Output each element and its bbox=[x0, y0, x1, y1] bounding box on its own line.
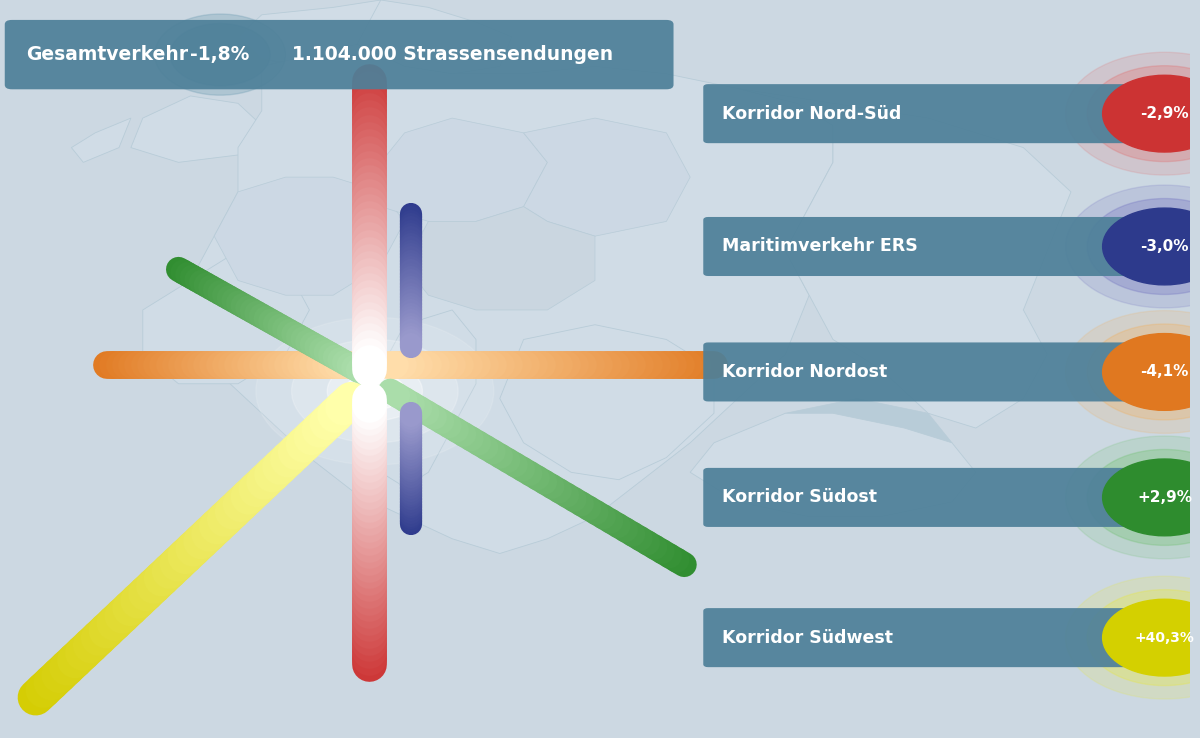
Polygon shape bbox=[380, 118, 547, 221]
Text: Korridor Nord-Süd: Korridor Nord-Süd bbox=[722, 105, 901, 123]
Polygon shape bbox=[238, 0, 380, 66]
Polygon shape bbox=[404, 207, 595, 310]
Text: Maritimverkehr ERS: Maritimverkehr ERS bbox=[722, 238, 918, 255]
Circle shape bbox=[1087, 66, 1200, 162]
FancyBboxPatch shape bbox=[703, 468, 1135, 527]
Text: -2,9%: -2,9% bbox=[1140, 106, 1189, 121]
Polygon shape bbox=[380, 310, 476, 487]
Polygon shape bbox=[738, 89, 1070, 428]
Circle shape bbox=[1066, 185, 1200, 308]
Circle shape bbox=[1087, 324, 1200, 420]
FancyBboxPatch shape bbox=[703, 84, 1135, 143]
Text: -1,8%: -1,8% bbox=[191, 45, 250, 64]
Circle shape bbox=[1066, 576, 1200, 699]
Circle shape bbox=[170, 24, 270, 86]
Circle shape bbox=[1087, 449, 1200, 545]
Circle shape bbox=[1066, 311, 1200, 433]
Text: -4,1%: -4,1% bbox=[1140, 365, 1189, 379]
Polygon shape bbox=[131, 96, 262, 162]
Circle shape bbox=[1103, 599, 1200, 676]
Circle shape bbox=[346, 373, 404, 410]
FancyBboxPatch shape bbox=[703, 217, 1135, 276]
FancyBboxPatch shape bbox=[703, 342, 1135, 401]
Text: Korridor Nordost: Korridor Nordost bbox=[722, 363, 888, 381]
Circle shape bbox=[256, 317, 494, 465]
Circle shape bbox=[360, 382, 389, 400]
Circle shape bbox=[1087, 590, 1200, 686]
Circle shape bbox=[1066, 436, 1200, 559]
Text: 1.104.000 Strassensendungen: 1.104.000 Strassensendungen bbox=[292, 45, 613, 64]
Circle shape bbox=[292, 339, 458, 443]
Text: Korridor Südost: Korridor Südost bbox=[722, 489, 877, 506]
Polygon shape bbox=[143, 251, 310, 384]
Circle shape bbox=[1066, 52, 1200, 175]
Text: Gesamtverkehr: Gesamtverkehr bbox=[26, 45, 188, 64]
Circle shape bbox=[1103, 334, 1200, 410]
Polygon shape bbox=[392, 81, 452, 111]
FancyBboxPatch shape bbox=[5, 20, 673, 89]
Circle shape bbox=[328, 362, 422, 421]
Text: Korridor Südwest: Korridor Südwest bbox=[722, 629, 893, 646]
Polygon shape bbox=[71, 118, 131, 162]
Text: -3,0%: -3,0% bbox=[1140, 239, 1189, 254]
Circle shape bbox=[155, 14, 286, 95]
Circle shape bbox=[1087, 199, 1200, 294]
Polygon shape bbox=[191, 44, 833, 554]
Circle shape bbox=[1103, 75, 1200, 152]
Polygon shape bbox=[523, 118, 690, 236]
Text: +40,3%: +40,3% bbox=[1134, 631, 1194, 644]
Text: +2,9%: +2,9% bbox=[1136, 490, 1192, 505]
Polygon shape bbox=[214, 177, 404, 295]
FancyBboxPatch shape bbox=[703, 608, 1135, 667]
Polygon shape bbox=[690, 413, 976, 517]
Circle shape bbox=[1103, 459, 1200, 536]
Polygon shape bbox=[762, 399, 952, 472]
Polygon shape bbox=[346, 0, 511, 74]
Polygon shape bbox=[499, 325, 714, 480]
Circle shape bbox=[1103, 208, 1200, 285]
